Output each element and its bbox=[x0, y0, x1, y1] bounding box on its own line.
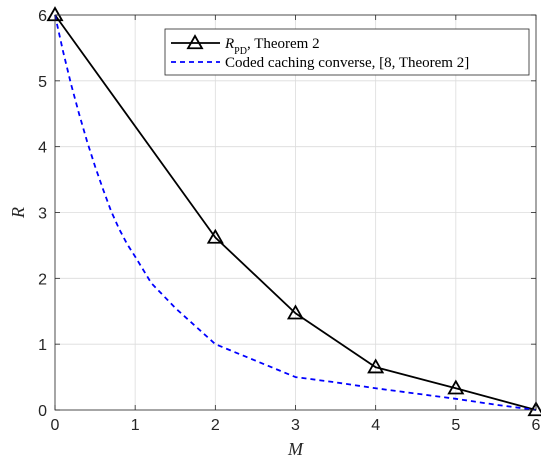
data-point-triangle bbox=[367, 358, 385, 374]
x-tick-label: 0 bbox=[51, 417, 60, 434]
x-tick-label: 6 bbox=[532, 417, 541, 434]
y-tick-label: 1 bbox=[38, 337, 47, 354]
series-layer bbox=[46, 6, 541, 417]
series-line-rpd bbox=[54, 14, 537, 411]
legend-entry-rpd: RPD, Theorem 2 bbox=[224, 36, 320, 57]
x-tick-label: 3 bbox=[291, 417, 300, 434]
legend-rpd-symbol: R bbox=[224, 36, 234, 52]
y-tick-label: 4 bbox=[38, 140, 47, 157]
series-line-converse bbox=[54, 14, 537, 411]
data-point-triangle bbox=[286, 304, 305, 320]
legend-triangle-marker bbox=[186, 34, 204, 50]
y-tick-label: 5 bbox=[38, 74, 47, 91]
x-tick-label: 5 bbox=[451, 417, 460, 434]
y-tick-label: 2 bbox=[38, 271, 47, 288]
y-tick-label: 0 bbox=[38, 403, 47, 420]
legend-rpd-subscript: PD bbox=[234, 46, 247, 57]
y-tick-label: 6 bbox=[38, 8, 47, 25]
x-tick-label: 4 bbox=[371, 417, 380, 434]
data-point-triangle bbox=[206, 228, 224, 244]
y-tick-label: 3 bbox=[38, 206, 47, 223]
legend-rpd-suffix: , Theorem 2 bbox=[247, 36, 320, 52]
x-axis-label: M bbox=[287, 439, 304, 459]
legend-entry-converse: Coded caching converse, [8, Theorem 2] bbox=[225, 55, 469, 71]
legend: RPD, Theorem 2 Coded caching converse, [… bbox=[164, 28, 530, 76]
y-axis-label: R bbox=[8, 207, 28, 219]
x-tick-label: 2 bbox=[211, 417, 220, 434]
legend-box bbox=[164, 28, 530, 76]
data-point-triangle bbox=[447, 379, 465, 395]
x-tick-label: 1 bbox=[131, 417, 140, 434]
ticks: 0 1 2 3 4 5 6 0 1 2 3 4 5 6 bbox=[38, 8, 540, 434]
data-point-triangle bbox=[527, 401, 541, 417]
